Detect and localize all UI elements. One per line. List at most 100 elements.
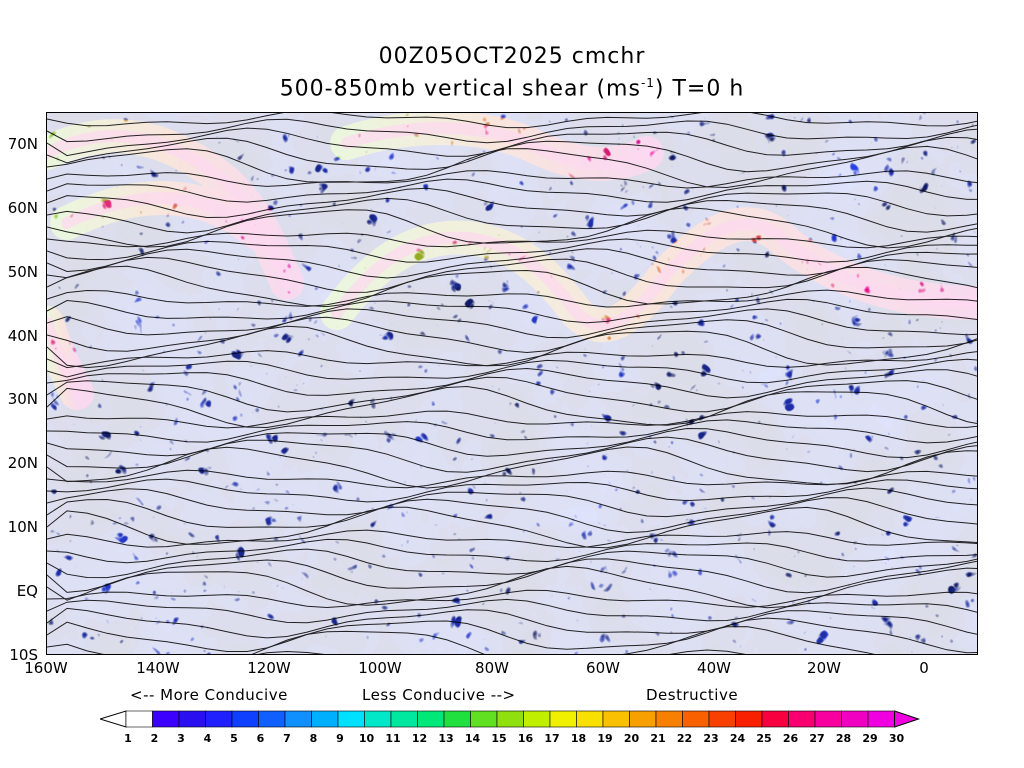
- map-title: 00Z05OCT2025 cmchr 500-850mb vertical sh…: [0, 44, 1024, 102]
- streamline: [47, 478, 977, 503]
- streamline: [47, 367, 977, 399]
- colorbar-swatch: [602, 710, 630, 728]
- streamline: [47, 626, 875, 654]
- colorbar-swatch: [390, 710, 418, 728]
- legend-less-conducive: Less Conducive -->: [362, 686, 516, 704]
- streamline: [47, 469, 977, 489]
- legend-more-conducive: <-- More Conducive: [130, 686, 288, 704]
- colorbar-label: 7: [283, 732, 291, 745]
- wind-streamlines: [47, 113, 977, 654]
- title-line-1: 00Z05OCT2025 cmchr: [378, 44, 646, 69]
- colorbar-label: 5: [230, 732, 238, 745]
- lon-label: 80W: [475, 659, 509, 677]
- colorbar-swatch: [178, 710, 206, 728]
- streamline: [47, 136, 977, 173]
- colorbar-swatch: [576, 710, 604, 728]
- streamline: [47, 589, 977, 609]
- colorbar-label: 21: [650, 732, 666, 745]
- colorbar-swatch: [337, 710, 365, 728]
- colorbar-swatch: [364, 710, 392, 728]
- colorbar-swatch: [470, 710, 498, 728]
- color-scale-bar: [100, 710, 921, 728]
- streamline: [47, 487, 977, 518]
- shear-field: [47, 113, 977, 654]
- colorbar-label: 6: [256, 732, 265, 745]
- colorbar-label: 15: [491, 732, 507, 745]
- streamline: [47, 529, 977, 549]
- colorbar-label: 30: [888, 732, 905, 745]
- colorbar-swatch: [417, 710, 445, 728]
- colorbar-label: 13: [438, 732, 454, 745]
- colorbar-arrow-left: [100, 710, 127, 728]
- colorbar-label: 26: [782, 732, 799, 745]
- colorbar-swatch: [655, 710, 683, 728]
- colorbar-swatch: [258, 710, 286, 728]
- lat-label: 40N: [7, 327, 38, 345]
- colorbar-swatch: [841, 710, 869, 728]
- colorbar-label: 22: [676, 732, 693, 745]
- colorbar-label: 11: [385, 732, 401, 745]
- lon-label: 60W: [586, 659, 620, 677]
- colorbar-swatch: [523, 710, 551, 728]
- title-line-2-suffix: ) T=0 h: [654, 76, 745, 102]
- colorbar-label: 28: [835, 732, 852, 745]
- colorbar-swatch: [284, 710, 312, 728]
- colorbar-label: 17: [544, 732, 560, 745]
- colorbar-swatch: [443, 710, 471, 728]
- colorbar-swatch: [125, 710, 153, 728]
- streamline: [47, 127, 977, 157]
- colorbar-swatch: [788, 710, 816, 728]
- colorbar-label: 19: [597, 732, 613, 745]
- lat-label: 60N: [7, 199, 38, 217]
- colorbar-label: 9: [336, 732, 344, 745]
- lat-label: 30N: [7, 390, 38, 408]
- streamline: [47, 565, 977, 609]
- colorbar-label: 16: [517, 732, 534, 745]
- colorbar-label: 27: [809, 732, 825, 745]
- colorbar-label: 3: [177, 732, 185, 745]
- colorbar-swatch: [682, 710, 710, 728]
- lon-label: 120W: [247, 659, 291, 677]
- colorbar-swatch: [867, 710, 895, 728]
- streamline: [47, 385, 977, 429]
- colorbar-label: 18: [570, 732, 587, 745]
- streamline: [47, 113, 977, 129]
- colorbar-swatch: [708, 710, 736, 728]
- colorbar-swatch: [152, 710, 180, 728]
- streamline: [47, 376, 977, 413]
- colorbar-label: 20: [623, 732, 640, 745]
- streamline: [47, 436, 977, 473]
- lat-label: 50N: [7, 263, 38, 281]
- streamline: [47, 178, 977, 203]
- lon-label: 40W: [697, 659, 731, 677]
- title-line-2-prefix: 500-850mb vertical shear (ms: [279, 76, 641, 102]
- colorbar-label: 8: [309, 732, 318, 745]
- colorbar-label: 1: [124, 732, 132, 745]
- colorbar-label: 14: [464, 732, 481, 745]
- lon-label: 160W: [24, 659, 68, 677]
- streamline: [47, 316, 977, 354]
- lat-label: 10S: [9, 646, 38, 664]
- legend-destructive: Destructive: [646, 686, 739, 704]
- shear-map: [46, 112, 978, 655]
- colorbar-swatch: [311, 710, 339, 728]
- colorbar-label: 29: [862, 732, 878, 745]
- colorbar-label: 24: [729, 732, 746, 745]
- streamline: [47, 118, 977, 144]
- streamline: [47, 558, 977, 594]
- streamline: [47, 238, 977, 263]
- colorbar-label: 23: [703, 732, 719, 745]
- lat-label: 70N: [7, 135, 38, 153]
- streamline: [47, 325, 977, 369]
- streamline: [47, 350, 977, 369]
- streamline: [47, 538, 977, 564]
- streamline: [47, 506, 977, 549]
- streamline: [47, 256, 977, 293]
- color-scale-labels: 1 2 3 4 5 6 7 8 9 10 11 12 13 14 15 16 17 18 19 20 21 22 23 24 2…: [0, 732, 1024, 748]
- colorbar-label: 12: [411, 732, 428, 745]
- colorbar-swatch: [496, 710, 524, 728]
- streamline: [47, 410, 977, 429]
- streamline: [47, 170, 977, 189]
- lat-label: 20N: [7, 454, 38, 472]
- streamline: [47, 598, 977, 624]
